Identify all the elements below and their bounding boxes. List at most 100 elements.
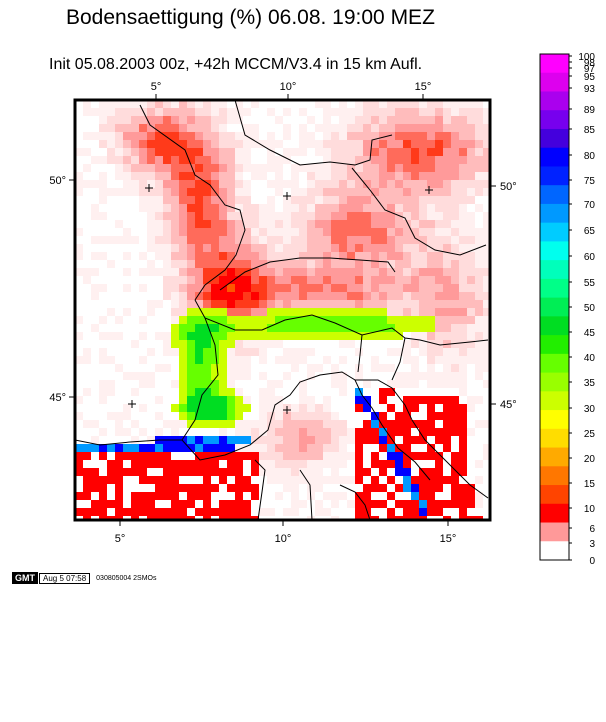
- saturation-cell: [411, 284, 419, 292]
- saturation-cell: [139, 460, 147, 468]
- saturation-cell: [403, 260, 411, 268]
- saturation-cell: [443, 228, 451, 236]
- saturation-cell: [123, 132, 131, 140]
- saturation-cell: [307, 324, 315, 332]
- saturation-cell: [227, 404, 235, 412]
- saturation-cell: [299, 228, 307, 236]
- saturation-cell: [411, 364, 419, 372]
- saturation-cell: [147, 172, 155, 180]
- saturation-cell: [419, 428, 427, 436]
- saturation-cell: [171, 100, 179, 108]
- saturation-cell: [123, 468, 131, 476]
- saturation-cell: [379, 156, 387, 164]
- saturation-cell: [339, 460, 347, 468]
- saturation-cell: [475, 148, 483, 156]
- saturation-cell: [115, 108, 123, 116]
- saturation-cell: [387, 244, 395, 252]
- saturation-cell: [395, 188, 403, 196]
- saturation-cell: [283, 308, 291, 316]
- saturation-cell: [379, 436, 387, 444]
- saturation-cell: [403, 100, 411, 108]
- saturation-cell: [171, 148, 179, 156]
- saturation-cell: [355, 348, 363, 356]
- saturation-cell: [347, 316, 355, 324]
- bottom-tick-label: 10°: [275, 533, 292, 545]
- saturation-cell: [387, 148, 395, 156]
- saturation-cell: [331, 292, 339, 300]
- saturation-cell: [83, 268, 91, 276]
- saturation-cell: [227, 212, 235, 220]
- colorbar-label: 97: [584, 64, 596, 75]
- saturation-cell: [211, 412, 219, 420]
- saturation-cell: [283, 332, 291, 340]
- saturation-cell: [307, 276, 315, 284]
- saturation-cell: [259, 244, 267, 252]
- saturation-cell: [139, 404, 147, 412]
- saturation-cell: [243, 372, 251, 380]
- saturation-cell: [355, 156, 363, 164]
- saturation-cell: [147, 308, 155, 316]
- saturation-cell: [403, 436, 411, 444]
- saturation-cell: [283, 348, 291, 356]
- saturation-cell: [307, 412, 315, 420]
- saturation-cell: [403, 508, 411, 516]
- saturation-cell: [131, 500, 139, 508]
- saturation-cell: [219, 132, 227, 140]
- saturation-cell: [99, 380, 107, 388]
- saturation-cell: [99, 500, 107, 508]
- saturation-cell: [475, 516, 483, 520]
- saturation-cell: [411, 220, 419, 228]
- saturation-cell: [107, 412, 115, 420]
- saturation-cell: [123, 372, 131, 380]
- saturation-cell: [371, 436, 379, 444]
- saturation-cell: [443, 276, 451, 284]
- saturation-cell: [179, 380, 187, 388]
- saturation-cell: [211, 116, 219, 124]
- saturation-cell: [163, 212, 171, 220]
- saturation-cell: [475, 316, 483, 324]
- saturation-cell: [131, 516, 139, 520]
- saturation-cell: [323, 100, 331, 108]
- saturation-cell: [443, 148, 451, 156]
- saturation-cell: [99, 316, 107, 324]
- saturation-cell: [115, 516, 123, 520]
- saturation-cell: [411, 204, 419, 212]
- saturation-cell: [75, 452, 83, 460]
- saturation-cell: [387, 228, 395, 236]
- saturation-cell: [179, 348, 187, 356]
- saturation-cell: [443, 396, 451, 404]
- saturation-cell: [363, 428, 371, 436]
- saturation-cell: [339, 156, 347, 164]
- saturation-cell: [467, 324, 475, 332]
- saturation-cell: [171, 340, 179, 348]
- saturation-cell: [435, 124, 443, 132]
- saturation-cell: [179, 308, 187, 316]
- saturation-cell: [275, 212, 283, 220]
- saturation-cell: [467, 300, 475, 308]
- saturation-cell: [267, 316, 275, 324]
- saturation-cell: [139, 156, 147, 164]
- saturation-cell: [195, 164, 203, 172]
- saturation-cell: [347, 332, 355, 340]
- saturation-cell: [139, 164, 147, 172]
- saturation-cell: [179, 260, 187, 268]
- saturation-cell: [275, 164, 283, 172]
- saturation-cell: [475, 396, 483, 404]
- saturation-cell: [203, 148, 211, 156]
- saturation-cell: [331, 420, 339, 428]
- saturation-cell: [363, 436, 371, 444]
- saturation-cell: [155, 220, 163, 228]
- saturation-cell: [411, 492, 419, 500]
- saturation-cell: [267, 284, 275, 292]
- saturation-cell: [475, 476, 483, 484]
- saturation-cell: [187, 500, 195, 508]
- saturation-cell: [83, 108, 91, 116]
- saturation-cell: [227, 140, 235, 148]
- saturation-cell: [291, 412, 299, 420]
- saturation-cell: [291, 300, 299, 308]
- saturation-cell: [363, 172, 371, 180]
- saturation-cell: [163, 468, 171, 476]
- saturation-cell: [195, 236, 203, 244]
- colorbar-label: 40: [584, 353, 596, 364]
- saturation-cell: [267, 196, 275, 204]
